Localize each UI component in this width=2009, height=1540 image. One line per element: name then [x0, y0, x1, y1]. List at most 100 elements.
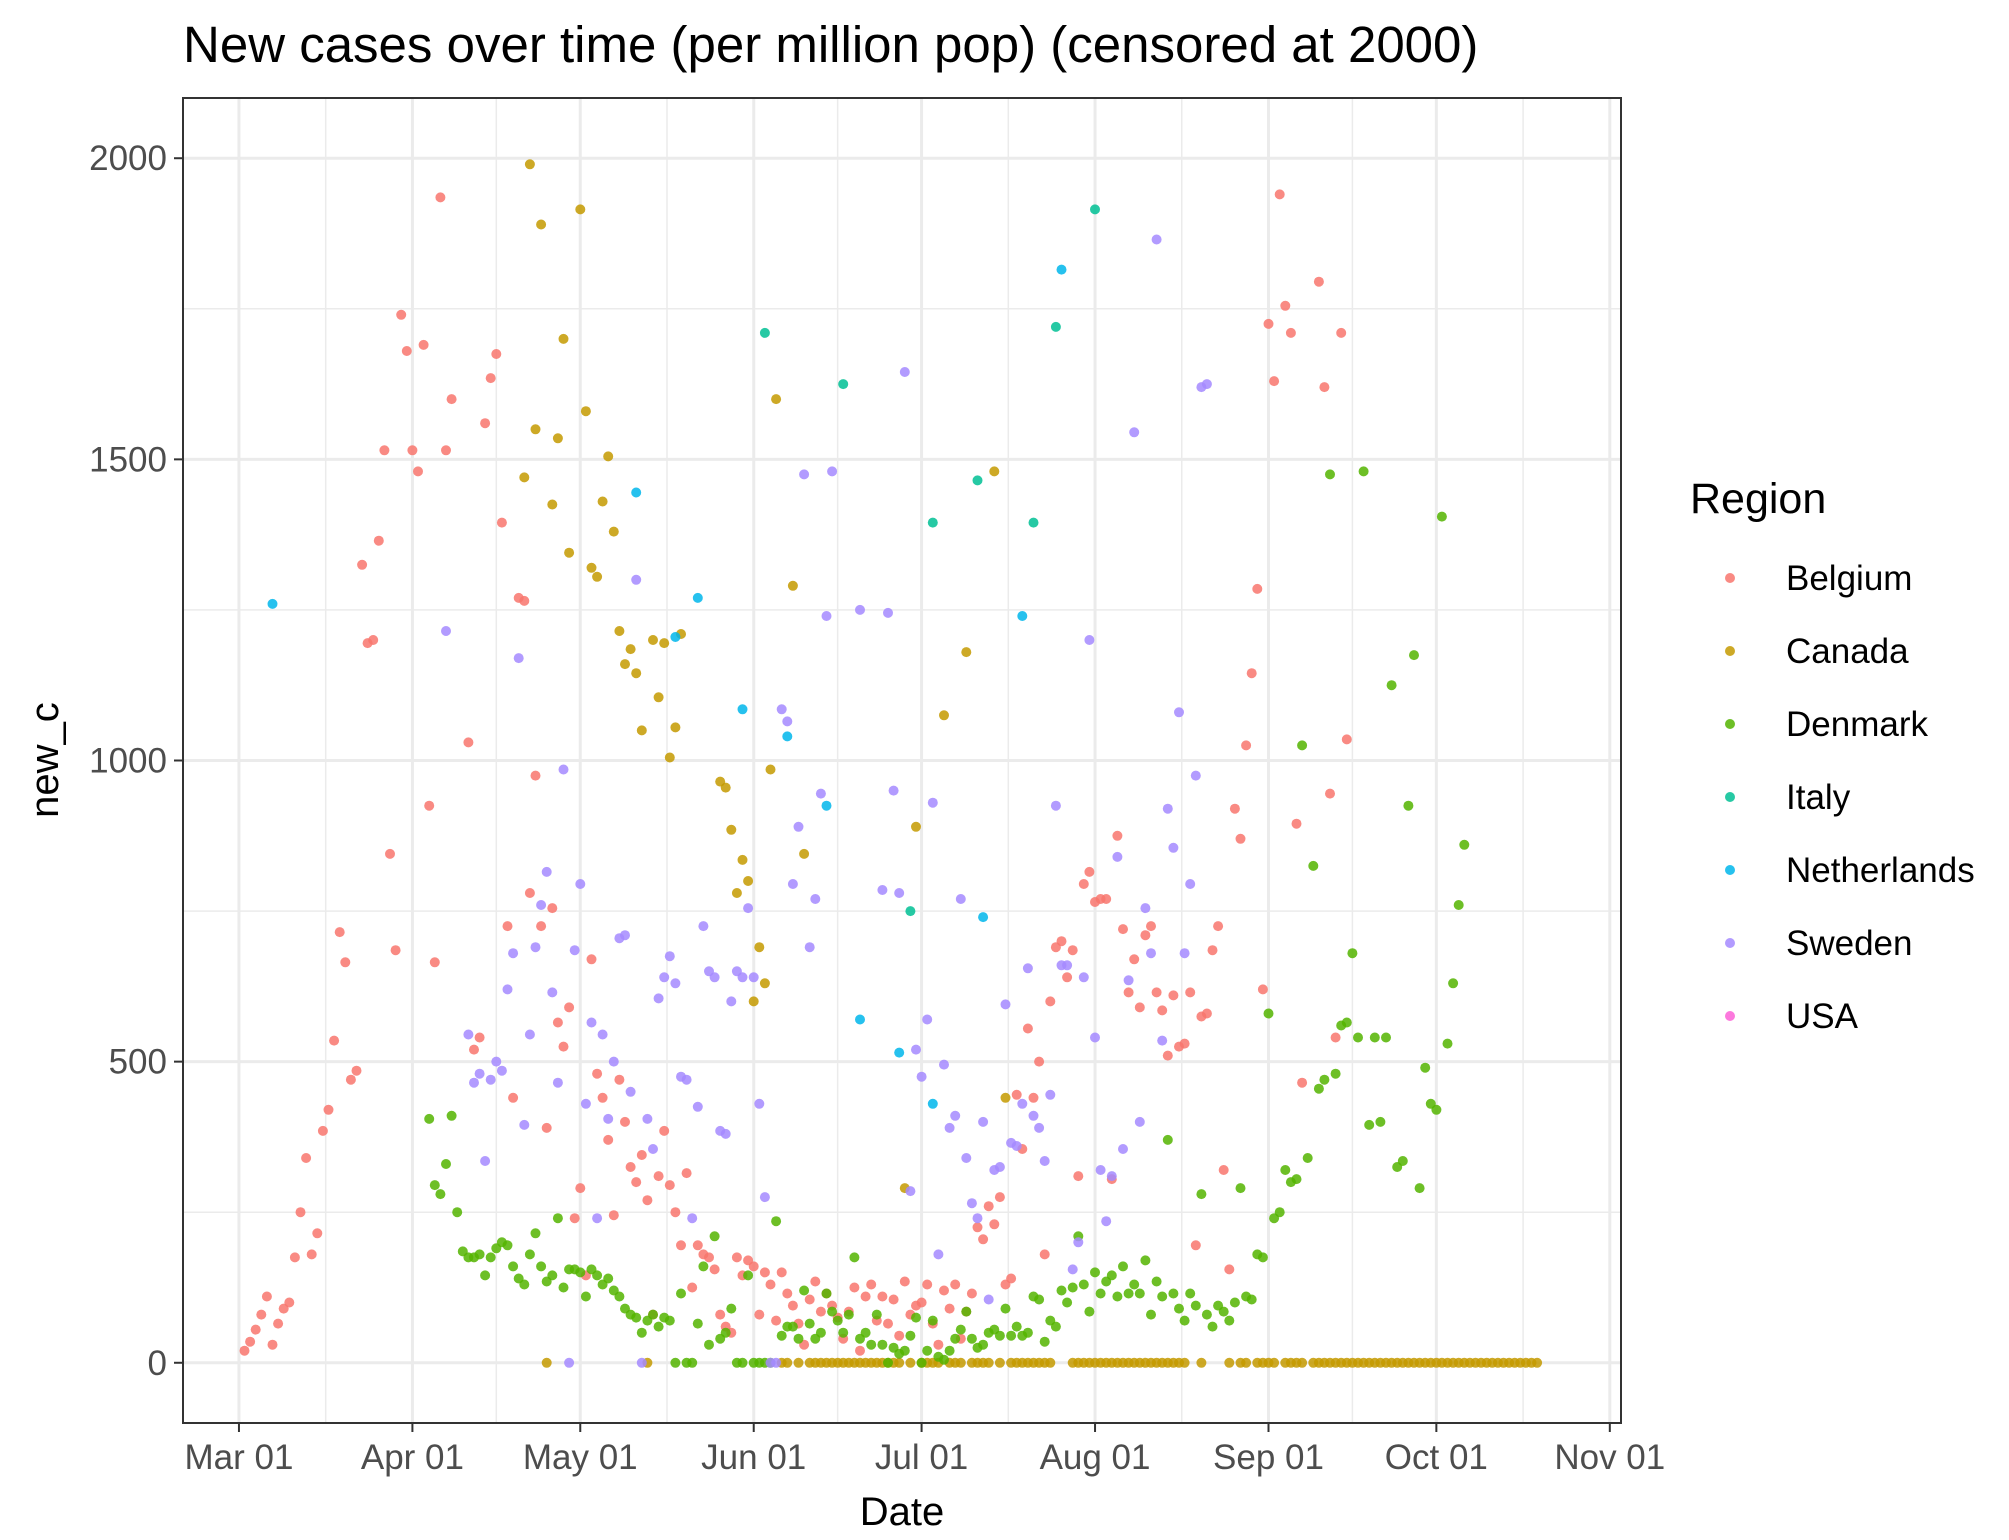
legend-key-italy	[1725, 792, 1735, 802]
data-point-sweden	[1151, 234, 1162, 245]
data-point-sweden	[1157, 1035, 1168, 1046]
data-point-denmark	[743, 1270, 754, 1281]
data-point-denmark	[1291, 1174, 1302, 1185]
data-point-belgium	[1134, 1002, 1145, 1013]
data-point-belgium	[429, 957, 440, 968]
data-point-sweden	[939, 1059, 949, 1070]
data-point-belgium	[787, 1300, 798, 1311]
data-point-sweden	[541, 866, 552, 877]
data-point-sweden	[1106, 1171, 1117, 1182]
legend-key-sweden	[1725, 938, 1735, 948]
data-point-denmark	[698, 1261, 709, 1272]
data-point-sweden	[1073, 1237, 1084, 1248]
data-point-canada	[547, 499, 558, 510]
data-point-belgium	[1045, 996, 1056, 1007]
data-point-sweden	[608, 1056, 619, 1067]
data-point-sweden	[855, 604, 865, 615]
data-point-denmark	[860, 1327, 871, 1338]
data-point-belgium	[1241, 740, 1252, 751]
data-point-belgium	[345, 1074, 356, 1085]
data-point-belgium	[916, 1297, 927, 1308]
data-point-denmark	[1140, 1255, 1151, 1266]
data-point-canada	[961, 647, 972, 658]
data-point-denmark	[905, 1330, 916, 1341]
data-point-belgium	[469, 1044, 479, 1055]
data-point-denmark	[1347, 948, 1358, 959]
data-point-sweden	[726, 996, 737, 1007]
data-point-denmark	[1146, 1309, 1156, 1320]
points-layer	[239, 159, 1543, 1368]
data-point-netherlands	[1056, 264, 1067, 275]
data-point-belgium	[1034, 1056, 1045, 1067]
legend-label-sweden: Sweden	[1786, 924, 1912, 963]
data-point-sweden	[799, 469, 810, 480]
data-point-denmark	[1302, 1153, 1313, 1163]
data-point-denmark	[815, 1327, 826, 1338]
data-point-sweden	[978, 1116, 989, 1127]
data-point-belgium	[1252, 583, 1263, 594]
data-point-sweden	[692, 1101, 703, 1112]
data-point-denmark	[849, 1252, 860, 1263]
data-point-denmark	[1453, 900, 1464, 910]
y-tick-label: 0	[148, 1344, 167, 1383]
data-point-belgium	[407, 445, 418, 456]
data-point-belgium	[1330, 1032, 1341, 1043]
data-point-belgium	[994, 1192, 1005, 1203]
data-point-denmark	[1369, 1032, 1380, 1043]
data-point-denmark	[424, 1113, 435, 1124]
data-point-sweden	[1134, 1116, 1145, 1127]
data-point-canada	[631, 668, 642, 679]
data-point-belgium	[983, 1201, 994, 1212]
data-point-sweden	[558, 764, 569, 775]
data-point-denmark	[838, 1327, 849, 1338]
data-point-sweden	[894, 888, 905, 898]
data-point-sweden	[1140, 903, 1151, 914]
data-point-belgium	[659, 1125, 670, 1136]
data-point-sweden	[653, 993, 664, 1004]
data-point-denmark	[1095, 1288, 1106, 1299]
data-point-denmark	[519, 1279, 530, 1290]
data-point-belgium	[1269, 376, 1280, 387]
data-point-italy	[838, 379, 849, 390]
data-point-canada	[743, 876, 754, 886]
data-point-belgium	[1078, 879, 1089, 889]
data-point-denmark	[1162, 1134, 1173, 1145]
data-point-netherlands	[631, 487, 642, 498]
data-point-sweden	[776, 704, 787, 715]
data-point-sweden	[1050, 800, 1061, 811]
data-point-denmark	[866, 1339, 877, 1350]
data-point-belgium	[1112, 830, 1123, 841]
data-point-canada	[1000, 1092, 1011, 1103]
data-point-italy	[927, 517, 938, 528]
legend-label-usa: USA	[1786, 997, 1859, 1036]
data-point-sweden	[642, 1113, 653, 1124]
data-point-denmark	[1190, 1300, 1201, 1311]
data-point-belgium	[625, 1162, 636, 1172]
data-point-belgium	[978, 1234, 989, 1245]
data-point-canada	[625, 644, 636, 655]
data-point-sweden	[636, 1357, 647, 1368]
data-point-denmark	[966, 1333, 977, 1344]
data-point-denmark	[614, 1291, 625, 1302]
data-point-denmark	[776, 1330, 787, 1341]
data-point-belgium	[765, 1279, 776, 1290]
data-point-canada	[799, 848, 810, 859]
data-point-denmark	[944, 1345, 955, 1356]
data-point-sweden	[1084, 635, 1095, 645]
data-point-belgium	[849, 1282, 860, 1293]
x-tick-label: Sep 01	[1213, 1438, 1324, 1477]
data-point-sweden	[1039, 1156, 1050, 1166]
data-point-canada	[524, 159, 535, 170]
data-point-denmark	[922, 1345, 933, 1356]
data-point-belgium	[944, 1303, 955, 1314]
data-point-denmark	[1123, 1288, 1134, 1299]
data-point-denmark	[474, 1249, 485, 1260]
data-point-canada	[793, 1357, 804, 1368]
data-point-sweden	[1067, 1264, 1078, 1275]
data-point-denmark	[592, 1270, 603, 1281]
data-point-denmark	[1364, 1119, 1375, 1130]
data-point-denmark	[435, 1189, 446, 1200]
data-point-sweden	[681, 1074, 692, 1085]
data-point-belgium	[653, 1171, 664, 1182]
data-point-denmark	[536, 1261, 547, 1272]
